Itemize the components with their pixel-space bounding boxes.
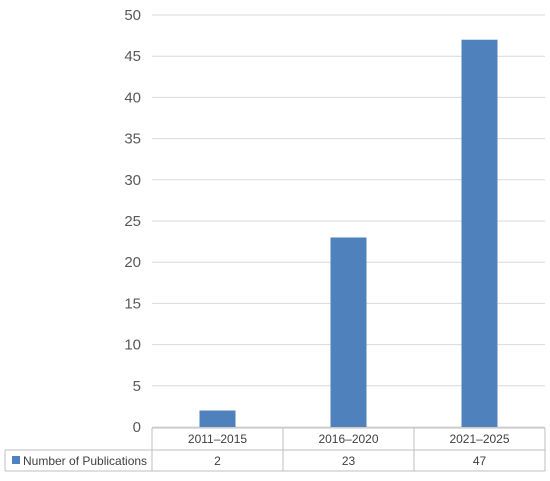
y-tick-label: 40 xyxy=(124,89,141,106)
data-value-label: 2 xyxy=(214,454,221,468)
y-tick-label: 35 xyxy=(124,131,141,148)
x-category-label: 2021–2025 xyxy=(449,432,509,446)
legend-series-name: Number of Publications xyxy=(23,454,147,468)
data-table: 2011–2015 2016–2020 2021–2025 Number of Pub… xyxy=(4,427,546,472)
y-tick-label: 10 xyxy=(124,337,141,354)
y-tick-label: 15 xyxy=(124,295,141,312)
y-tick-label: 5 xyxy=(133,378,141,395)
data-value-label: 23 xyxy=(342,454,356,468)
legend-key xyxy=(12,456,20,464)
data-value-label: 47 xyxy=(473,454,487,468)
x-category-label: 2011–2015 xyxy=(188,432,248,446)
y-tick-label: 0 xyxy=(133,419,141,436)
bars xyxy=(199,39,498,427)
bar xyxy=(199,410,236,427)
y-axis-tick-labels: 0 5 10 15 20 25 30 35 40 45 50 xyxy=(124,7,141,436)
y-tick-label: 30 xyxy=(124,172,141,189)
y-tick-label: 45 xyxy=(124,48,141,65)
y-tick-label: 50 xyxy=(124,7,141,24)
y-tick-label: 25 xyxy=(124,213,141,230)
bar xyxy=(461,39,498,427)
x-category-label: 2016–2020 xyxy=(318,432,378,446)
y-tick-label: 20 xyxy=(124,254,141,271)
bar xyxy=(330,237,367,427)
